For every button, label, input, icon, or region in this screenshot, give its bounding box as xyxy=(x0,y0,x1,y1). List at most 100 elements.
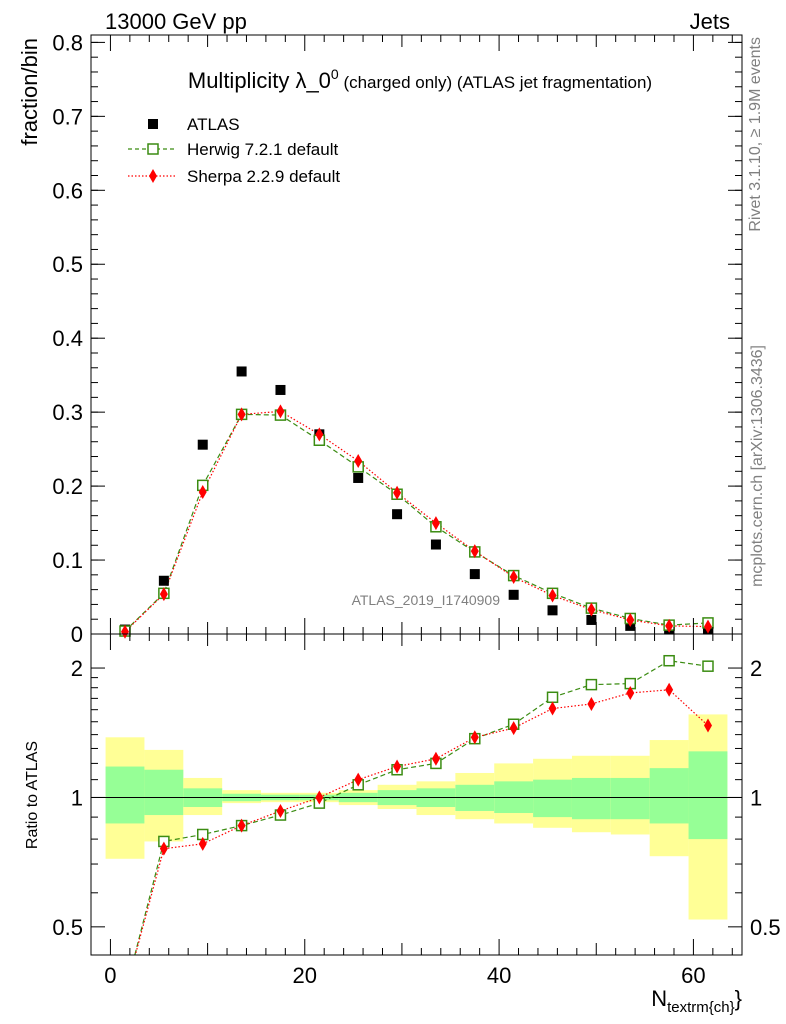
ratio-marks xyxy=(134,654,714,955)
legend-item-sherpa: Sherpa 2.2.9 default xyxy=(128,167,340,186)
ratio-xtick-label: 60 xyxy=(681,963,705,988)
main-ytick-label: 0 xyxy=(71,622,83,647)
main-ticks: 0 0.1 0.2 0.3 0.4 0.5 0.6 0.7 0.8 xyxy=(52,30,742,647)
ratio-xtick-label: 20 xyxy=(293,963,317,988)
main-point-series-2 xyxy=(315,427,324,442)
ratio-point-series-1 xyxy=(509,721,518,736)
band-inner xyxy=(610,777,650,820)
ratio-xtick-label: 0 xyxy=(104,963,116,988)
ratio-point-series-1 xyxy=(703,718,712,733)
main-ytick-label: 0.4 xyxy=(52,326,83,351)
header-left: 13000 GeV pp xyxy=(105,9,247,34)
main-point-series-2 xyxy=(159,587,168,602)
main-point-series-0 xyxy=(392,509,403,520)
main-point-series-2 xyxy=(198,485,207,500)
ratio-ytick-label-right: 1 xyxy=(750,785,762,810)
ratio-ytick-label-right: 2 xyxy=(750,656,762,681)
ratio-panel: 0 20 40 60 0.5 0.5 1 1 2 2 Ratio to ATLAS Ntextrm… xyxy=(24,633,781,1016)
main-point-series-0 xyxy=(197,439,208,450)
main-point-series-2 xyxy=(470,544,479,559)
main-point-series-2 xyxy=(509,570,518,585)
main-panel: 0 0.1 0.2 0.3 0.4 0.5 0.6 0.7 0.8 fraction/bin M… xyxy=(17,30,743,647)
ratio-point-series-1 xyxy=(548,701,557,716)
main-title: Multiplicity λ_00 (charged only) (ATLAS … xyxy=(188,66,652,93)
main-point-series-2 xyxy=(393,485,402,500)
ratio-point-series-1 xyxy=(159,841,168,856)
ratio-point-series-0 xyxy=(702,660,714,672)
main-point-series-2 xyxy=(354,453,363,468)
main-ytick-label: 0.1 xyxy=(52,548,83,573)
main-ytick-label: 0.7 xyxy=(52,104,83,129)
main-ytick-label: 0.5 xyxy=(52,252,83,277)
main-line-series-1 xyxy=(124,413,709,632)
analysis-watermark: ATLAS_2019_I1740909 xyxy=(352,592,501,608)
x-axis-label: Ntextrm{ch}} xyxy=(651,986,742,1016)
ratio-xtick-label: 40 xyxy=(487,963,511,988)
band-inner xyxy=(105,766,145,824)
ratio-ticks: 0 20 40 60 0.5 0.5 1 1 2 2 xyxy=(52,634,781,988)
legend-item-atlas: ATLAS xyxy=(148,115,240,134)
main-point-series-2 xyxy=(703,619,712,634)
main-ytick-label: 0.2 xyxy=(52,474,83,499)
main-point-series-2 xyxy=(626,612,635,627)
legend: ATLAS Herwig 7.2.1 default Sherpa 2.2.9 … xyxy=(128,115,340,186)
main-point-series-2 xyxy=(548,588,557,603)
ratio-point-series-1 xyxy=(587,696,596,711)
ratio-point-series-1 xyxy=(276,803,285,818)
ratio-line-series-1 xyxy=(134,689,709,955)
header-right: Jets xyxy=(690,9,730,34)
legend-item-herwig: Herwig 7.2.1 default xyxy=(128,140,338,159)
ratio-ytick-label: 2 xyxy=(71,656,83,681)
main-point-series-0 xyxy=(353,472,364,483)
main-ytick-label: 0.3 xyxy=(52,400,83,425)
ratio-point-series-0 xyxy=(585,678,598,691)
ratio-ytick-label-right: 0.5 xyxy=(750,915,781,940)
ratio-ytick-label: 1 xyxy=(71,785,83,810)
ratio-point-series-1 xyxy=(470,730,479,745)
main-point-series-0 xyxy=(430,539,441,550)
main-point-series-2 xyxy=(121,624,130,639)
main-ytick-label: 0.6 xyxy=(52,178,83,203)
ratio-bands xyxy=(91,714,742,920)
ratio-point-series-1 xyxy=(626,685,635,700)
band-inner xyxy=(533,779,572,818)
ratio-point-series-1 xyxy=(354,772,363,787)
main-point-series-0 xyxy=(236,366,247,377)
ratio-line-series-0 xyxy=(134,660,709,955)
ratio-point-series-1 xyxy=(237,818,246,833)
legend-marker-herwig xyxy=(147,143,159,155)
main-point-series-0 xyxy=(547,605,558,616)
main-point-series-0 xyxy=(275,384,286,395)
legend-marker-sherpa xyxy=(149,169,157,183)
ratio-point-series-1 xyxy=(665,682,674,697)
band-inner xyxy=(571,777,611,820)
ratio-point-series-1 xyxy=(393,759,402,774)
main-marks xyxy=(119,366,714,639)
main-point-series-2 xyxy=(587,602,596,617)
ratio-point-series-1 xyxy=(431,751,440,766)
rivet-label: Rivet 3.1.10, ≥ 1.9M events xyxy=(747,37,764,232)
legend-label-atlas: ATLAS xyxy=(187,115,240,134)
ratio-point-series-0 xyxy=(546,691,559,704)
main-ylabel: fraction/bin xyxy=(17,38,42,146)
band-inner xyxy=(649,768,689,824)
main-point-series-0 xyxy=(469,569,480,580)
ratio-point-series-0 xyxy=(663,654,675,667)
ratio-ytick-label: 0.5 xyxy=(52,915,83,940)
main-point-series-2 xyxy=(665,618,674,633)
legend-marker-atlas xyxy=(148,119,158,129)
legend-label-herwig: Herwig 7.2.1 default xyxy=(187,140,338,159)
main-ytick-label: 0.8 xyxy=(52,30,83,55)
band-inner xyxy=(688,751,728,840)
ratio-ylabel: Ratio to ATLAS xyxy=(24,741,41,849)
ratio-point-series-1 xyxy=(315,790,324,805)
main-line-series-2 xyxy=(124,410,709,633)
main-point-series-0 xyxy=(508,589,519,600)
legend-label-sherpa: Sherpa 2.2.9 default xyxy=(187,167,340,186)
main-point-series-2 xyxy=(431,516,440,531)
ratio-point-series-1 xyxy=(198,836,207,851)
main-point-series-0 xyxy=(586,614,597,625)
ratio-frame xyxy=(90,633,743,956)
mcplots-label: mcplots.cern.ch [arXiv:1306.3436] xyxy=(749,345,766,587)
